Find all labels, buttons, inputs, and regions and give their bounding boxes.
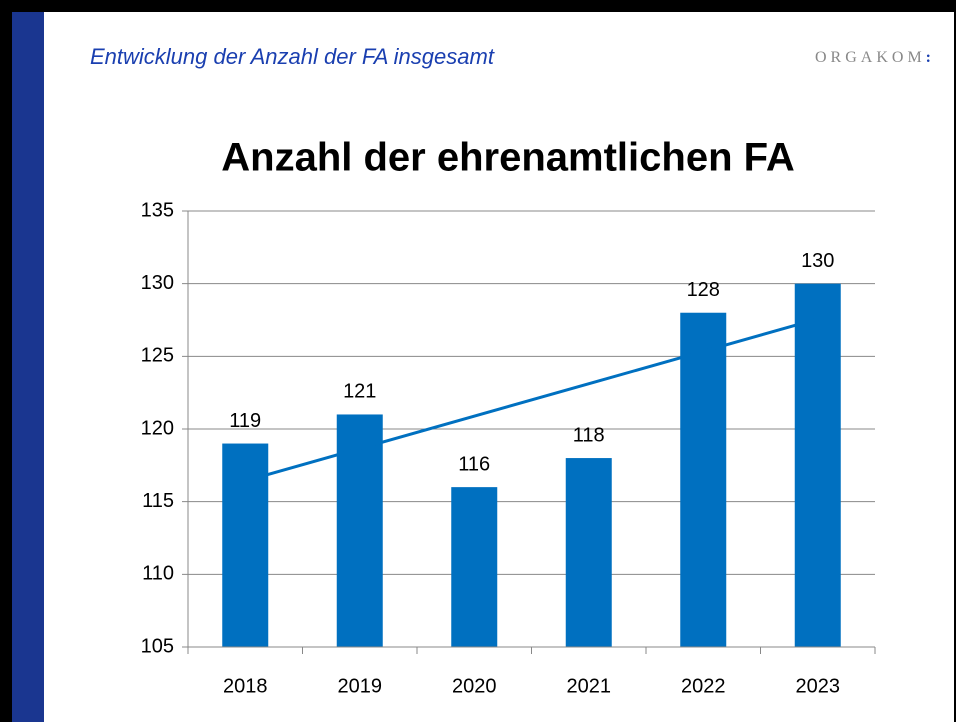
data-label: 118 — [573, 424, 605, 446]
side-bar — [12, 12, 44, 722]
bar — [451, 487, 498, 647]
bar — [565, 458, 612, 647]
bar — [222, 443, 269, 647]
logo-text: ORGAKOM — [815, 49, 926, 66]
y-tick-label: 105 — [141, 635, 174, 657]
y-tick-label: 125 — [141, 345, 174, 367]
slide-subtitle: Entwicklung der Anzahl der FA insgesamt — [90, 44, 494, 69]
y-tick-label: 135 — [141, 199, 174, 221]
logo-mark: : — [925, 49, 935, 66]
y-tick-label: 110 — [142, 563, 174, 585]
data-label: 119 — [229, 410, 261, 432]
y-tick-label: 130 — [141, 272, 174, 294]
y-tick-label: 120 — [141, 417, 174, 439]
y-tick-label: 115 — [142, 490, 174, 512]
logo: ORGAKOM: — [815, 49, 935, 67]
x-tick-label: 2019 — [338, 675, 383, 697]
x-tick-label: 2020 — [452, 675, 497, 697]
data-label: 128 — [687, 279, 720, 301]
x-tick-label: 2018 — [223, 675, 268, 697]
x-tick-label: 2022 — [681, 675, 726, 697]
bar — [794, 283, 841, 647]
bar — [680, 312, 727, 647]
trendline — [244, 317, 819, 483]
x-tick-label: 2023 — [796, 675, 841, 697]
chart-title: Anzahl der ehrenamtlichen FA — [221, 136, 794, 180]
x-tick-label: 2021 — [567, 675, 612, 697]
data-label: 121 — [343, 381, 376, 403]
data-label: 116 — [458, 453, 490, 475]
data-label: 130 — [801, 250, 834, 272]
